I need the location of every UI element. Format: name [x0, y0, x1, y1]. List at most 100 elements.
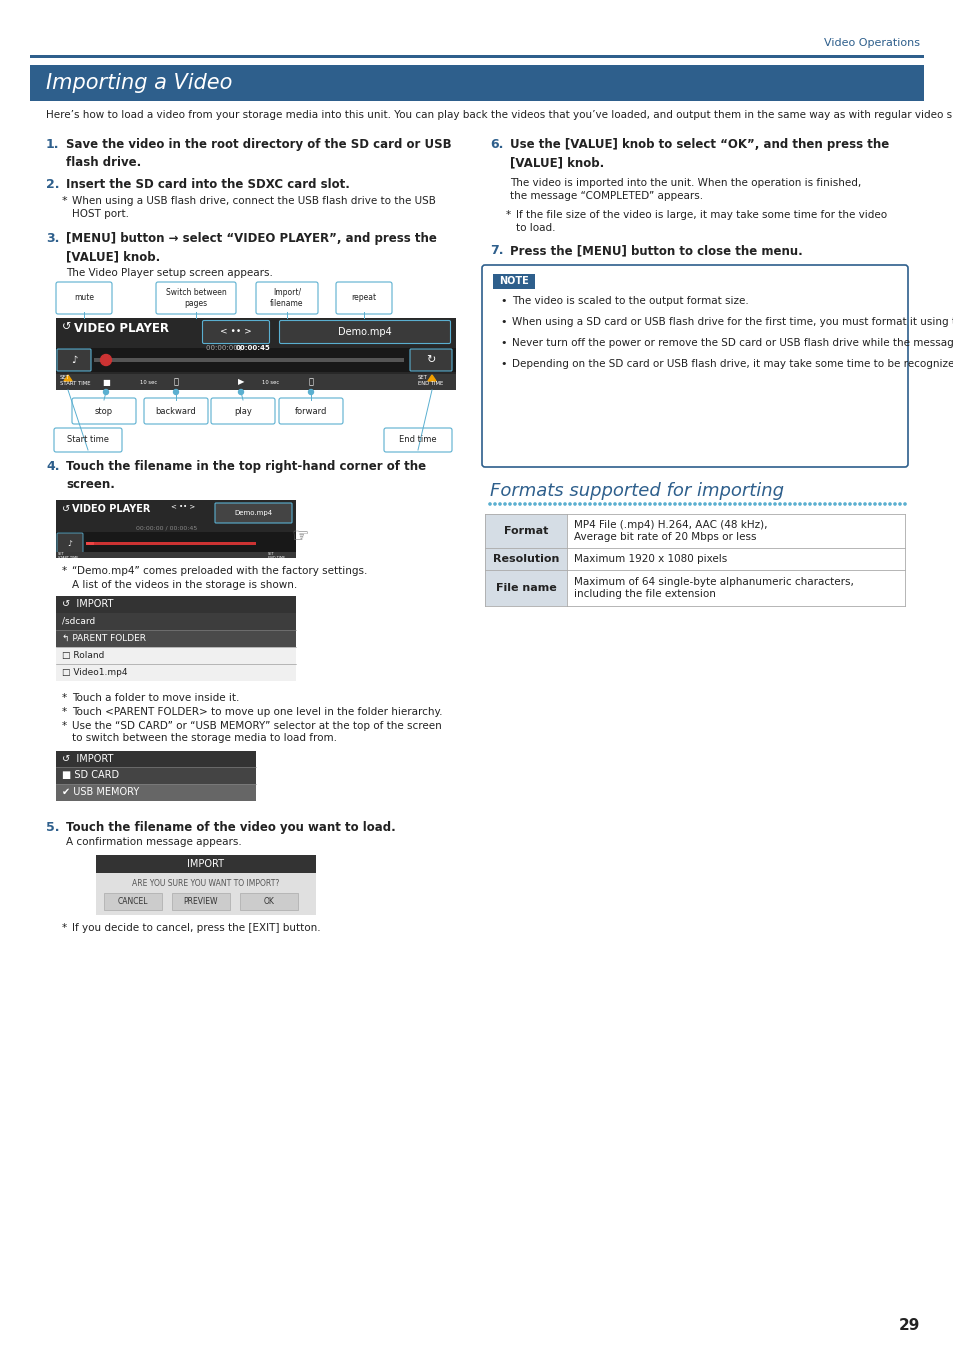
FancyBboxPatch shape	[156, 282, 235, 315]
Circle shape	[603, 504, 605, 505]
Circle shape	[898, 504, 901, 505]
Text: Never turn off the power or remove the SD card or USB flash drive while the mess: Never turn off the power or remove the S…	[512, 338, 953, 348]
Text: □ Roland: □ Roland	[62, 651, 104, 660]
Text: The video is imported into the unit. When the operation is finished,
the message: The video is imported into the unit. Whe…	[510, 178, 861, 201]
Circle shape	[873, 504, 875, 505]
Text: *: *	[62, 707, 67, 717]
Text: Formats supported for importing: Formats supported for importing	[490, 482, 783, 500]
Bar	[86, 541, 94, 545]
FancyBboxPatch shape	[54, 428, 122, 452]
Circle shape	[574, 504, 576, 505]
Text: 3.: 3.	[46, 232, 59, 244]
Text: CANCEL: CANCEL	[117, 896, 148, 906]
Circle shape	[713, 504, 716, 505]
Text: Maximum of 64 single-byte alphanumeric characters,
including the file extension: Maximum of 64 single-byte alphanumeric c…	[574, 576, 853, 599]
Circle shape	[568, 504, 571, 505]
Text: ♪: ♪	[71, 355, 77, 364]
Text: ARE YOU SURE YOU WANT TO IMPORT?: ARE YOU SURE YOU WANT TO IMPORT?	[132, 879, 279, 887]
Circle shape	[594, 504, 596, 505]
Circle shape	[578, 504, 580, 505]
Text: ▶: ▶	[237, 378, 244, 386]
Text: “Demo.mp4” comes preloaded with the factory settings.: “Demo.mp4” comes preloaded with the fact…	[71, 566, 367, 576]
Text: *: *	[62, 693, 67, 703]
Text: 00:00:00 /: 00:00:00 /	[206, 346, 244, 351]
Text: < •• >: < •• >	[171, 504, 195, 510]
Text: •: •	[499, 296, 506, 306]
Circle shape	[778, 504, 781, 505]
FancyBboxPatch shape	[410, 350, 452, 371]
Circle shape	[514, 504, 516, 505]
Bar	[56, 630, 295, 647]
Circle shape	[608, 504, 611, 505]
Bar	[56, 532, 295, 558]
Text: Start time: Start time	[67, 436, 109, 444]
Text: 7.: 7.	[490, 244, 503, 256]
Circle shape	[803, 504, 805, 505]
Text: ♪: ♪	[68, 539, 72, 548]
Text: 5.: 5.	[46, 821, 59, 834]
Bar	[56, 784, 255, 801]
FancyBboxPatch shape	[335, 282, 392, 315]
Text: A confirmation message appears.: A confirmation message appears.	[66, 837, 241, 846]
Circle shape	[679, 504, 680, 505]
Text: Depending on the SD card or USB flash drive, it may take some time to be recogni: Depending on the SD card or USB flash dr…	[512, 359, 953, 369]
Bar	[56, 647, 295, 664]
Bar	[56, 664, 295, 680]
Text: SET
START TIME: SET START TIME	[60, 375, 91, 386]
FancyBboxPatch shape	[144, 398, 208, 424]
FancyBboxPatch shape	[56, 282, 112, 315]
Circle shape	[719, 504, 720, 505]
Circle shape	[528, 504, 531, 505]
Text: SET
END TIME: SET END TIME	[268, 552, 285, 560]
Text: IMPORT: IMPORT	[188, 859, 224, 869]
FancyBboxPatch shape	[279, 320, 450, 343]
FancyBboxPatch shape	[202, 320, 269, 343]
Bar	[86, 541, 255, 545]
Circle shape	[659, 504, 660, 505]
Text: *: *	[62, 196, 68, 207]
Bar	[56, 552, 295, 558]
Circle shape	[693, 504, 696, 505]
Circle shape	[798, 504, 801, 505]
Circle shape	[758, 504, 760, 505]
Text: mute: mute	[74, 293, 94, 302]
Text: Demo.mp4: Demo.mp4	[337, 327, 392, 338]
Circle shape	[508, 504, 511, 505]
Circle shape	[818, 504, 821, 505]
Text: Touch a folder to move inside it.: Touch a folder to move inside it.	[71, 693, 239, 703]
Circle shape	[868, 504, 870, 505]
Text: ↺: ↺	[62, 504, 71, 514]
Bar	[56, 767, 255, 784]
Text: Import/
filename: Import/ filename	[270, 288, 303, 308]
Circle shape	[783, 504, 785, 505]
Text: •: •	[499, 317, 506, 327]
Text: 00:00:45: 00:00:45	[235, 346, 271, 351]
Bar	[30, 65, 923, 101]
Text: 10 sec: 10 sec	[262, 379, 279, 385]
Bar	[484, 514, 566, 548]
Circle shape	[883, 504, 885, 505]
Text: Insert the SD card into the SDXC card slot.: Insert the SD card into the SDXC card sl…	[66, 178, 350, 190]
Bar	[484, 570, 904, 606]
Text: SET
END TIME: SET END TIME	[417, 375, 443, 386]
Text: 2.: 2.	[46, 178, 59, 190]
Circle shape	[673, 504, 676, 505]
Bar	[104, 892, 162, 910]
Text: Switch between
pages: Switch between pages	[166, 288, 226, 308]
Bar	[96, 855, 315, 915]
Circle shape	[753, 504, 756, 505]
Text: VIDEO PLAYER: VIDEO PLAYER	[71, 504, 151, 514]
Circle shape	[598, 504, 600, 505]
Text: Press the [MENU] button to close the menu.: Press the [MENU] button to close the men…	[510, 244, 801, 256]
Text: 1.: 1.	[46, 138, 59, 151]
Circle shape	[743, 504, 745, 505]
Circle shape	[653, 504, 656, 505]
Bar	[56, 595, 295, 613]
Text: VIDEO PLAYER: VIDEO PLAYER	[74, 323, 169, 335]
Circle shape	[538, 504, 540, 505]
Text: ↰ PARENT FOLDER: ↰ PARENT FOLDER	[62, 634, 146, 643]
Circle shape	[833, 504, 835, 505]
Circle shape	[902, 504, 905, 505]
Text: Demo.mp4: Demo.mp4	[234, 510, 273, 516]
FancyBboxPatch shape	[211, 398, 274, 424]
